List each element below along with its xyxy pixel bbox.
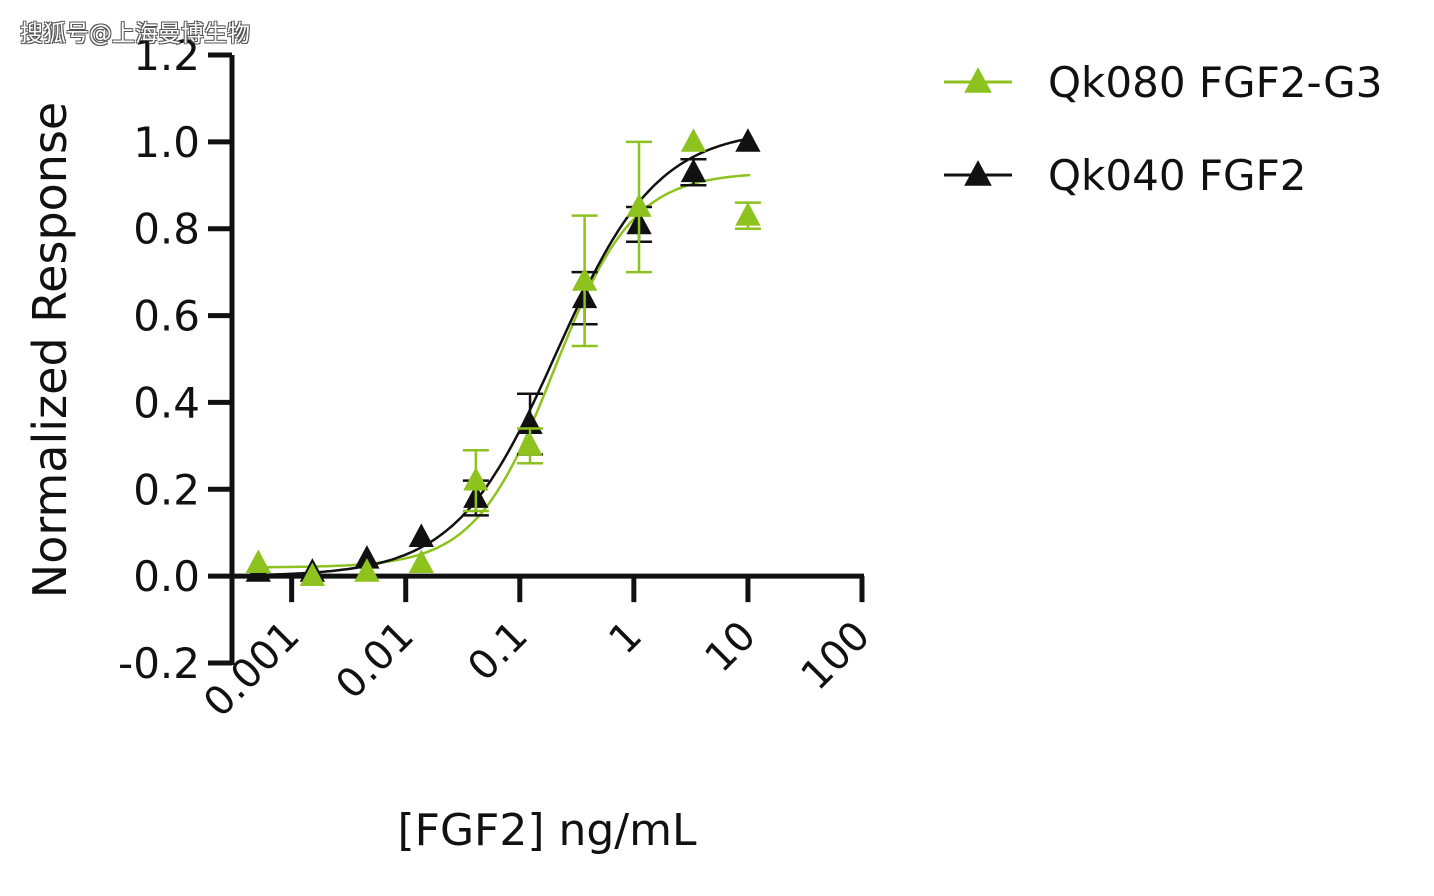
- legend: Qk080 FGF2-G3 Qk040 FGF2: [944, 58, 1382, 200]
- legend-label: Qk080 FGF2-G3: [1048, 58, 1382, 107]
- legend-marker: [964, 160, 992, 186]
- fit-curve: [252, 173, 751, 569]
- data-point: [354, 545, 380, 569]
- watermark-text: 搜狐号@上海曼博生物: [20, 21, 250, 47]
- y-tick-label: 0.0: [133, 552, 200, 601]
- x-tick-label: 10: [696, 613, 765, 682]
- data-point: [408, 549, 434, 574]
- y-tick-label: 1.2: [133, 31, 200, 80]
- x-axis-label: [FGF2] ng/mL: [397, 805, 697, 856]
- data-point: [626, 193, 652, 217]
- data-point: [735, 202, 761, 226]
- data-point: [299, 562, 326, 587]
- data-point: [245, 549, 271, 574]
- data-point: [517, 432, 543, 456]
- data-point: [571, 267, 598, 291]
- y-tick-label: 0.2: [133, 465, 200, 514]
- x-tick-label: 0.001: [195, 613, 309, 727]
- y-tick-label: 0.4: [133, 378, 200, 427]
- x-tick-label: 100: [793, 613, 880, 700]
- legend-marker: [964, 67, 992, 93]
- data-point: [680, 158, 707, 183]
- x-tick-label: 1: [600, 613, 651, 664]
- y-tick-label: 0.6: [133, 292, 200, 341]
- x-tick-label: 0.1: [459, 613, 537, 691]
- y-tick-label: -0.2: [118, 639, 200, 688]
- data-point: [680, 128, 707, 152]
- fit-curve: [252, 137, 751, 577]
- y-axis-label: Normalized Response: [23, 102, 77, 598]
- data-point: [463, 466, 489, 491]
- data-point: [735, 128, 761, 152]
- data-point: [408, 523, 434, 547]
- axes: -0.2 0.0 0.2 0.4 0.6 0.8 1.0 1.2 0.001 0.01 0.1 1 10…: [118, 31, 879, 726]
- x-tick-label: 0.01: [327, 613, 423, 709]
- data-point: [354, 558, 380, 582]
- data-points: [245, 128, 761, 587]
- y-tick-label: 1.0: [133, 118, 200, 167]
- y-tick-label: 0.8: [133, 205, 200, 254]
- fit-curves: [252, 137, 751, 577]
- legend-label: Qk040 FGF2: [1048, 151, 1306, 200]
